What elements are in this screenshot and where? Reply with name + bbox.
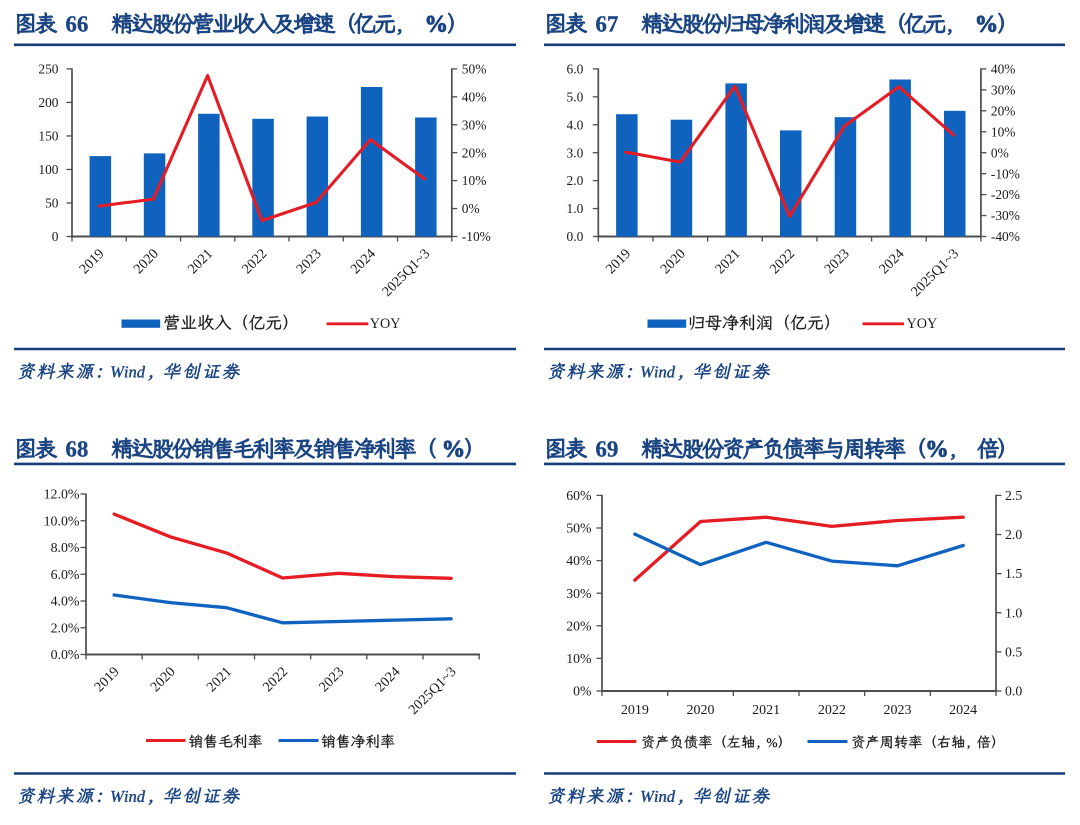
svg-text:150: 150 <box>38 129 58 144</box>
svg-text:-30%: -30% <box>991 208 1020 223</box>
svg-text:40%: 40% <box>991 62 1016 77</box>
svg-text:0%: 0% <box>573 684 592 699</box>
svg-text:200: 200 <box>38 95 58 110</box>
svg-text:250: 250 <box>38 62 58 77</box>
svg-text:YOY: YOY <box>907 316 938 332</box>
svg-text:30%: 30% <box>462 117 487 132</box>
svg-text:10.0%: 10.0% <box>44 514 80 529</box>
svg-text:50%: 50% <box>462 62 487 77</box>
svg-text:1.5: 1.5 <box>1005 566 1022 581</box>
svg-text:12.0%: 12.0% <box>44 488 80 503</box>
svg-text:20%: 20% <box>991 103 1016 118</box>
svg-text:2022: 2022 <box>818 703 846 718</box>
svg-text:2024: 2024 <box>949 703 977 718</box>
svg-text:40%: 40% <box>462 89 487 104</box>
svg-text:5.0: 5.0 <box>567 89 584 104</box>
svg-text:20%: 20% <box>462 145 487 160</box>
svg-text:30%: 30% <box>566 586 592 601</box>
svg-text:8.0%: 8.0% <box>51 541 80 556</box>
svg-text:20%: 20% <box>566 618 592 633</box>
svg-text:0%: 0% <box>462 201 480 216</box>
svg-text:40%: 40% <box>566 553 592 568</box>
svg-text:0: 0 <box>52 229 59 244</box>
svg-text:2.5: 2.5 <box>1005 488 1022 503</box>
svg-text:1.0: 1.0 <box>1005 605 1022 620</box>
svg-text:0.5: 0.5 <box>1005 644 1022 659</box>
svg-text:-10%: -10% <box>462 229 491 244</box>
svg-text:60%: 60% <box>566 488 592 503</box>
svg-text:-40%: -40% <box>991 229 1020 244</box>
svg-text:0.0%: 0.0% <box>51 648 80 663</box>
svg-text:30%: 30% <box>991 82 1016 97</box>
svg-text:YOY: YOY <box>370 316 401 332</box>
svg-text:-20%: -20% <box>991 187 1020 202</box>
svg-text:2021: 2021 <box>752 703 780 718</box>
svg-text:10%: 10% <box>566 651 592 666</box>
svg-text:6.0: 6.0 <box>567 62 584 77</box>
svg-text:100: 100 <box>38 162 58 177</box>
svg-text:0.0: 0.0 <box>567 229 584 244</box>
svg-text:2.0: 2.0 <box>567 173 584 188</box>
svg-text:-10%: -10% <box>991 166 1020 181</box>
svg-text:3.0: 3.0 <box>567 145 584 160</box>
svg-text:2019: 2019 <box>621 703 649 718</box>
svg-text:0.0: 0.0 <box>1005 684 1022 699</box>
svg-text:4.0: 4.0 <box>567 117 584 132</box>
svg-text:2.0%: 2.0% <box>51 621 80 636</box>
svg-text:2020: 2020 <box>687 703 715 718</box>
svg-text:50: 50 <box>45 196 59 211</box>
svg-text:6.0%: 6.0% <box>51 568 80 583</box>
svg-text:50%: 50% <box>566 521 592 536</box>
svg-text:1.0: 1.0 <box>567 201 584 216</box>
svg-text:10%: 10% <box>991 124 1016 139</box>
svg-text:2.0: 2.0 <box>1005 527 1022 542</box>
svg-text:10%: 10% <box>462 173 487 188</box>
svg-text:0%: 0% <box>991 145 1009 160</box>
svg-text:2023: 2023 <box>884 703 912 718</box>
svg-text:4.0%: 4.0% <box>51 595 80 610</box>
